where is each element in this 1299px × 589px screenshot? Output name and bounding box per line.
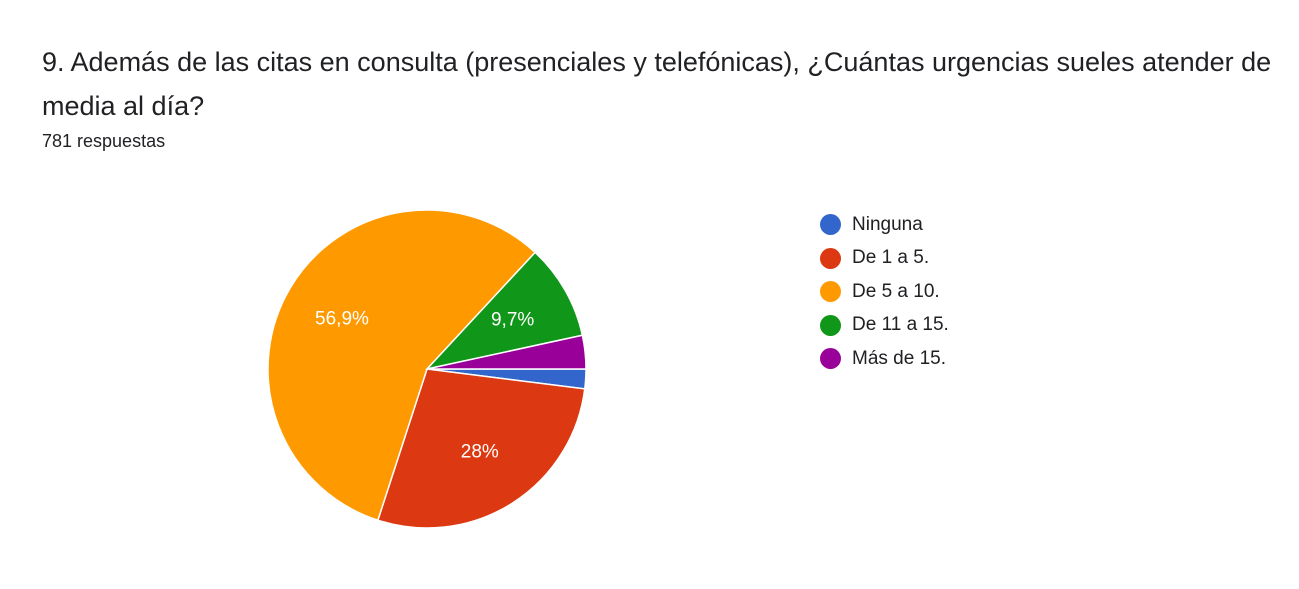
legend-label: Ninguna bbox=[852, 213, 923, 235]
legend-swatch bbox=[820, 214, 841, 236]
legend-label: De 11 a 15. bbox=[852, 314, 949, 336]
legend-swatch bbox=[820, 281, 841, 303]
pie-slice-5[interactable] bbox=[426, 334, 587, 370]
legend-swatch bbox=[820, 314, 841, 336]
chart-legend: Ninguna De 1 a 5. De 5 a 10. De 11 a 15. Más… bbox=[820, 208, 949, 376]
legend-label: De 5 a 10. bbox=[852, 280, 940, 302]
legend-item: De 5 a 10. bbox=[820, 275, 949, 309]
legend-swatch bbox=[820, 247, 841, 269]
legend-item: Más de 15. bbox=[820, 342, 949, 376]
pie-slice-4[interactable] bbox=[424, 251, 584, 371]
legend-label: Más de 15. bbox=[852, 347, 946, 369]
pie-slices bbox=[267, 209, 587, 529]
pie-data-label: 56,9% bbox=[315, 309, 369, 330]
pie-data-label: 28% bbox=[461, 442, 499, 463]
pie-data-label: 9,7% bbox=[491, 310, 534, 331]
pie-slice-3[interactable] bbox=[267, 209, 537, 522]
legend-item: De 1 a 5. bbox=[820, 242, 949, 276]
question-title: 9. Además de las citas en consulta (pres… bbox=[42, 47, 1272, 121]
response-count: 781 respuestas bbox=[42, 131, 166, 151]
legend-item: Ninguna bbox=[820, 208, 949, 242]
legend-item: De 11 a 15. bbox=[820, 309, 949, 343]
legend-swatch bbox=[820, 348, 841, 370]
legend-label: De 1 a 5. bbox=[852, 247, 930, 269]
pie-slice-2[interactable] bbox=[376, 368, 586, 529]
pie-labels: 28% 56,9% 9,7% bbox=[315, 309, 534, 463]
